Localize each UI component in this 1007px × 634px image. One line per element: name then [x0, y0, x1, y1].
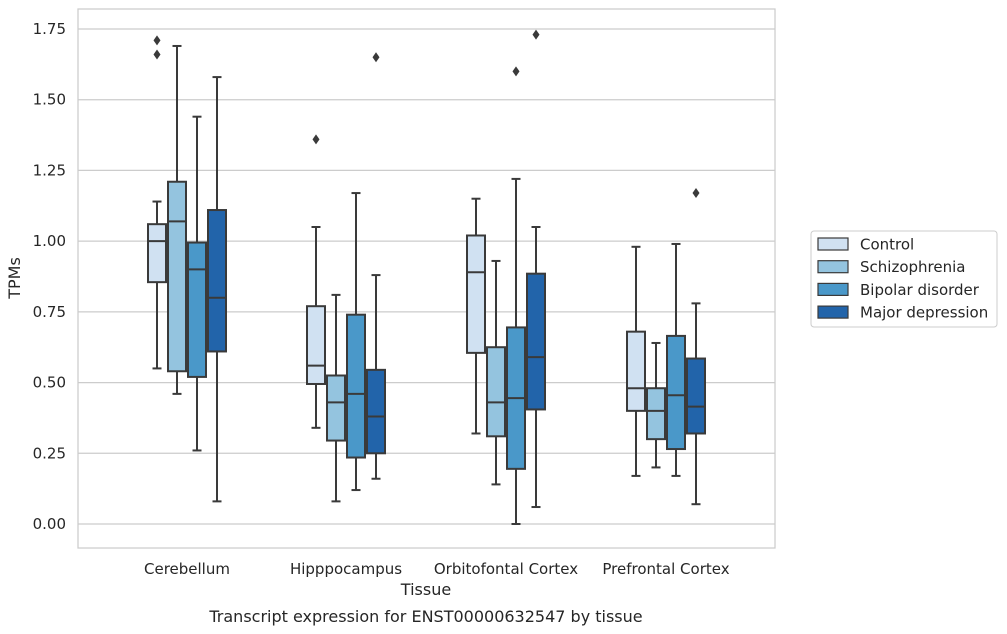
- y-tick-label: 1.00: [33, 232, 66, 250]
- y-axis-title: TPMs: [5, 257, 24, 300]
- y-tick-labels: 0.00 0.25 0.50 0.75 1.00 1.25 1.50 1.75: [33, 20, 66, 533]
- box: [167, 44, 187, 395]
- box-iqr: [366, 368, 386, 455]
- outlier-point: [312, 134, 320, 145]
- outlier-point: [153, 49, 161, 60]
- outlier-point: [692, 188, 700, 199]
- box: [306, 134, 326, 429]
- y-tick-label: 0.50: [33, 374, 66, 392]
- box: [466, 197, 486, 435]
- x-axis-title: Tissue: [400, 580, 451, 599]
- legend-swatch: [817, 282, 849, 296]
- box-iqr: [666, 334, 686, 451]
- x-tick-label: Hipppocampus: [290, 560, 402, 578]
- series-schizophrenia: [167, 44, 666, 503]
- y-tick-label: 0.75: [33, 303, 66, 321]
- legend-swatch: [817, 305, 849, 319]
- box-iqr: [326, 374, 346, 442]
- series-bipolar-disorder: [187, 66, 686, 525]
- box-iqr: [306, 305, 326, 385]
- legend-label: Bipolar disorder: [860, 281, 980, 299]
- box: [526, 29, 546, 509]
- box: [646, 341, 666, 469]
- x-tick-label: Prefrontal Cortex: [602, 560, 729, 578]
- y-tick-label: 1.50: [33, 91, 66, 109]
- x-tick-label: Orbitofontal Cortex: [434, 560, 578, 578]
- box-iqr: [346, 313, 366, 459]
- outlier-point: [153, 35, 161, 46]
- box-iqr: [207, 209, 227, 353]
- box: [626, 245, 646, 477]
- legend-frame: [810, 230, 998, 328]
- legend-label: Major depression: [860, 304, 988, 322]
- box-iqr: [646, 387, 666, 441]
- box: [486, 259, 506, 486]
- y-tick-label: 1.75: [33, 20, 66, 38]
- figure-caption: Transcript expression for ENST0000063254…: [208, 607, 642, 626]
- box-iqr: [626, 330, 646, 412]
- box-iqr: [167, 180, 187, 373]
- box-iqr: [686, 357, 706, 435]
- legend-label: Schizophrenia: [860, 258, 965, 276]
- box: [366, 52, 386, 480]
- series-major-depression: [207, 29, 706, 509]
- series-control: [147, 35, 646, 477]
- box: [346, 192, 366, 492]
- x-tick-label: Cerebellum: [144, 560, 230, 578]
- box-series: [147, 29, 706, 525]
- legend-swatch: [817, 237, 849, 251]
- plot-area-frame: [77, 8, 776, 549]
- outlier-point: [512, 66, 520, 77]
- box-iqr: [147, 223, 167, 284]
- box: [147, 35, 167, 370]
- y-tick-label: 0.00: [33, 515, 66, 533]
- legend-label: Control: [860, 236, 914, 254]
- box: [686, 188, 706, 506]
- box: [187, 115, 207, 452]
- box-iqr: [466, 234, 486, 354]
- box: [207, 76, 227, 503]
- box-iqr: [486, 346, 506, 438]
- box-iqr: [187, 241, 207, 378]
- box-iqr: [526, 272, 546, 411]
- box: [506, 66, 526, 525]
- legend-swatch: [817, 260, 849, 274]
- y-tick-label: 1.25: [33, 161, 66, 179]
- legend: Control Schizophrenia Bipolar disorder Majo…: [810, 230, 998, 328]
- outlier-point: [532, 29, 540, 40]
- box: [326, 293, 346, 503]
- outlier-point: [372, 52, 380, 63]
- y-tick-label: 0.25: [33, 444, 66, 462]
- box: [666, 242, 686, 477]
- x-tick-labels: Cerebellum Hipppocampus Orbitofontal Corte…: [144, 560, 730, 578]
